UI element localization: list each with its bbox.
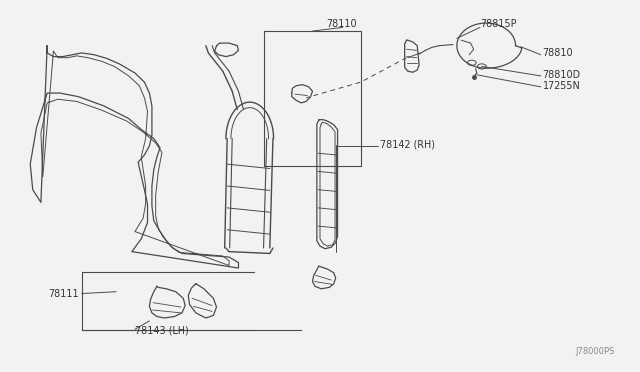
Text: 78142 (RH): 78142 (RH) — [380, 139, 435, 149]
Text: 78810: 78810 — [543, 48, 573, 58]
Text: 17255N: 17255N — [543, 81, 580, 91]
Text: J78000PS: J78000PS — [575, 347, 615, 356]
Text: 78815P: 78815P — [480, 19, 516, 29]
Text: 78810D: 78810D — [543, 70, 580, 80]
Text: 78111: 78111 — [48, 289, 79, 299]
Text: 78110: 78110 — [326, 19, 357, 29]
Text: 78143 (LH): 78143 (LH) — [135, 325, 189, 335]
